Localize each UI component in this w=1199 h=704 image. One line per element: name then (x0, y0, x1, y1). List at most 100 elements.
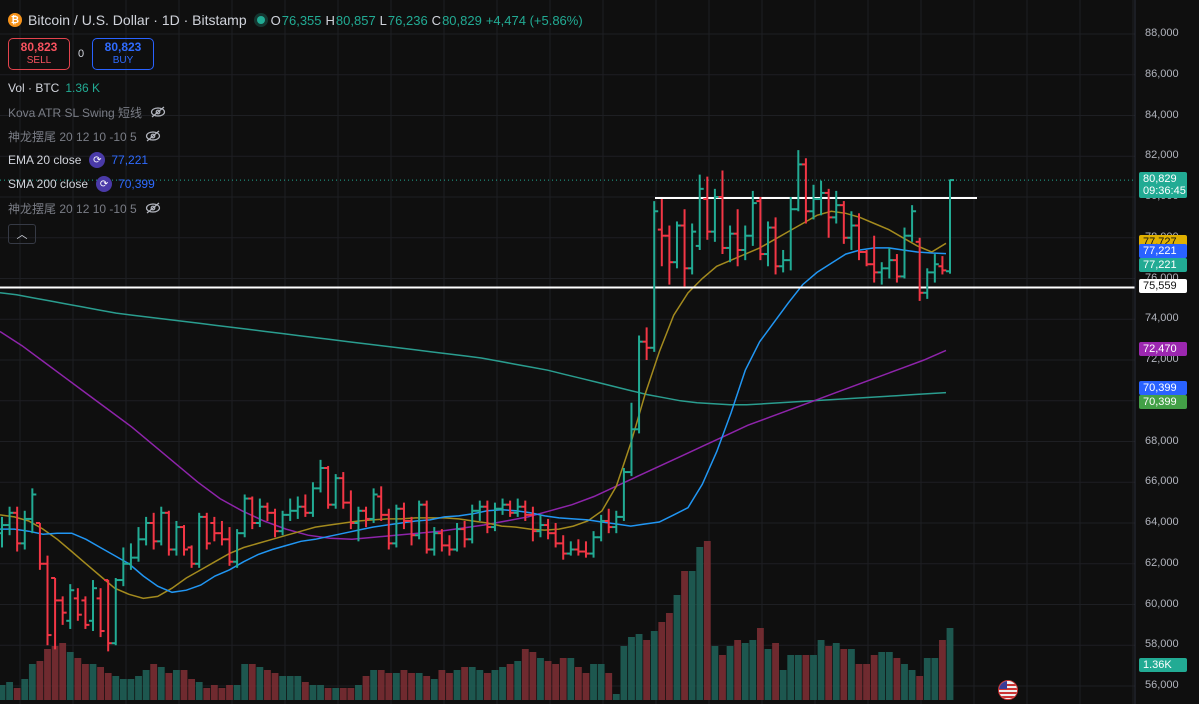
volume-bar (476, 670, 484, 700)
refresh-icon: ⟳ (96, 176, 113, 192)
indicator-kova[interactable]: Kova ATR SL Swing 短线 (8, 100, 587, 124)
price-axis-label: 58,000 (1145, 638, 1179, 651)
volume-bar (59, 643, 67, 700)
symbol-title[interactable]: Bitcoin / U.S. Dollar · 1D · Bitstamp (28, 12, 247, 28)
volume-bar (529, 652, 537, 700)
volume-bar (74, 658, 82, 700)
chevron-up-icon: ︿ (16, 229, 28, 241)
volume-bar (567, 658, 575, 700)
volume-bar (673, 595, 681, 700)
volume-bar (635, 634, 643, 700)
volume-bar (82, 664, 89, 700)
market-open-status-icon (256, 16, 265, 24)
volume-bar (681, 571, 688, 700)
volume-bar (802, 655, 810, 700)
volume-bar (6, 682, 13, 700)
indicator-shenlong-2[interactable]: 神龙摆尾 20 12 10 -10 5 (8, 196, 587, 220)
volume-bar (923, 658, 931, 700)
collapse-legend-button[interactable]: ︿ (8, 224, 36, 244)
volume-bar (339, 688, 347, 700)
volume-bar (703, 541, 711, 700)
volume-bar (650, 631, 658, 700)
indicator-volume[interactable]: Vol · BTC 1.36 K (8, 76, 587, 100)
volume-bar (218, 688, 226, 700)
volume-bar (559, 658, 567, 700)
indicator-shenlong-1[interactable]: 神龙摆尾 20 12 10 -10 5 (8, 124, 587, 148)
price-axis-label: 74,000 (1145, 312, 1179, 325)
volume-bar (840, 649, 848, 700)
price-axis-label: 86,000 (1145, 67, 1179, 80)
us-flag-icon[interactable] (998, 680, 1018, 700)
volume-bar (135, 676, 142, 700)
volume-bar (756, 628, 764, 700)
volume-bar (157, 667, 165, 700)
indicator-shenlong-1-label: 神龙摆尾 20 12 10 -10 5 (8, 129, 137, 144)
chart-legend: ₿ Bitcoin / U.S. Dollar · 1D · Bitstamp … (8, 8, 587, 244)
volume-bar (863, 664, 870, 700)
indicator-sma[interactable]: SMA 200 close ⟳ 70,399 (8, 172, 587, 196)
volume-bar (438, 670, 446, 700)
indicator-sma-label: SMA 200 close (8, 177, 89, 191)
volume-bar (127, 679, 135, 700)
volume-bar (764, 649, 772, 700)
volume-bar (521, 649, 529, 700)
eye-hidden-icon[interactable] (145, 130, 161, 142)
price-badge: 72,470 (1139, 342, 1187, 357)
volume-bar (825, 646, 833, 700)
volume-bar (408, 673, 415, 700)
volume-bar (628, 637, 635, 700)
buy-label: BUY (112, 55, 134, 66)
volume-bar (620, 646, 628, 700)
volume-bar (772, 643, 779, 700)
volume-bar (779, 670, 787, 700)
price-axis-label: 88,000 (1145, 27, 1179, 39)
volume-bar (226, 685, 233, 700)
eye-hidden-icon[interactable] (150, 106, 166, 118)
volume-bar (446, 673, 453, 700)
volume-bar (901, 664, 908, 700)
volume-bar (44, 649, 51, 700)
volume-bar (392, 673, 400, 700)
volume-bar (514, 661, 522, 700)
volume-bar (665, 613, 673, 700)
sell-button[interactable]: 80,823 SELL (8, 38, 70, 70)
volume-bar (696, 547, 704, 700)
volume-bar (256, 667, 264, 700)
eye-hidden-icon[interactable] (145, 202, 161, 214)
indicator-ema[interactable]: EMA 20 close ⟳ 77,221 (8, 148, 587, 172)
price-axis-label: 66,000 (1145, 475, 1179, 488)
price-badge: 70,399 (1139, 394, 1187, 409)
price-axis-label: 64,000 (1145, 516, 1179, 528)
indicator-kova-label: Kova ATR SL Swing 短线 (8, 105, 143, 120)
volume-bar (544, 661, 552, 700)
price-badge: 75,559 (1139, 279, 1187, 294)
volume-bar (658, 622, 666, 700)
price-axis-label: 60,000 (1145, 597, 1179, 610)
volume-bar (491, 670, 499, 700)
volume-bar (787, 655, 795, 700)
volume-bar (195, 682, 203, 700)
volume-bar (832, 643, 840, 700)
volume-bar (317, 685, 324, 700)
volume-bar (749, 640, 757, 700)
volume-bar (643, 640, 651, 700)
volume-bar (21, 679, 29, 700)
volume-bar (590, 664, 597, 700)
volume-bar (377, 670, 385, 700)
spread-value: 0 (77, 48, 85, 60)
volume-bar (574, 667, 582, 700)
volume-bar (810, 655, 817, 700)
volume-bar (908, 670, 916, 700)
volume-bar (453, 670, 461, 700)
indicator-shenlong-2-label: 神龙摆尾 20 12 10 -10 5 (8, 201, 137, 216)
refresh-icon: ⟳ (89, 152, 106, 168)
price-badge: 70,399 (1139, 380, 1187, 395)
volume-bar (931, 658, 939, 700)
volume-bar (119, 679, 127, 700)
volume-bar (734, 640, 742, 700)
sell-price: 80,823 (20, 40, 58, 54)
volume-bar (104, 673, 112, 700)
volume-bar (51, 646, 59, 700)
buy-button[interactable]: 80,823 BUY (92, 38, 154, 70)
